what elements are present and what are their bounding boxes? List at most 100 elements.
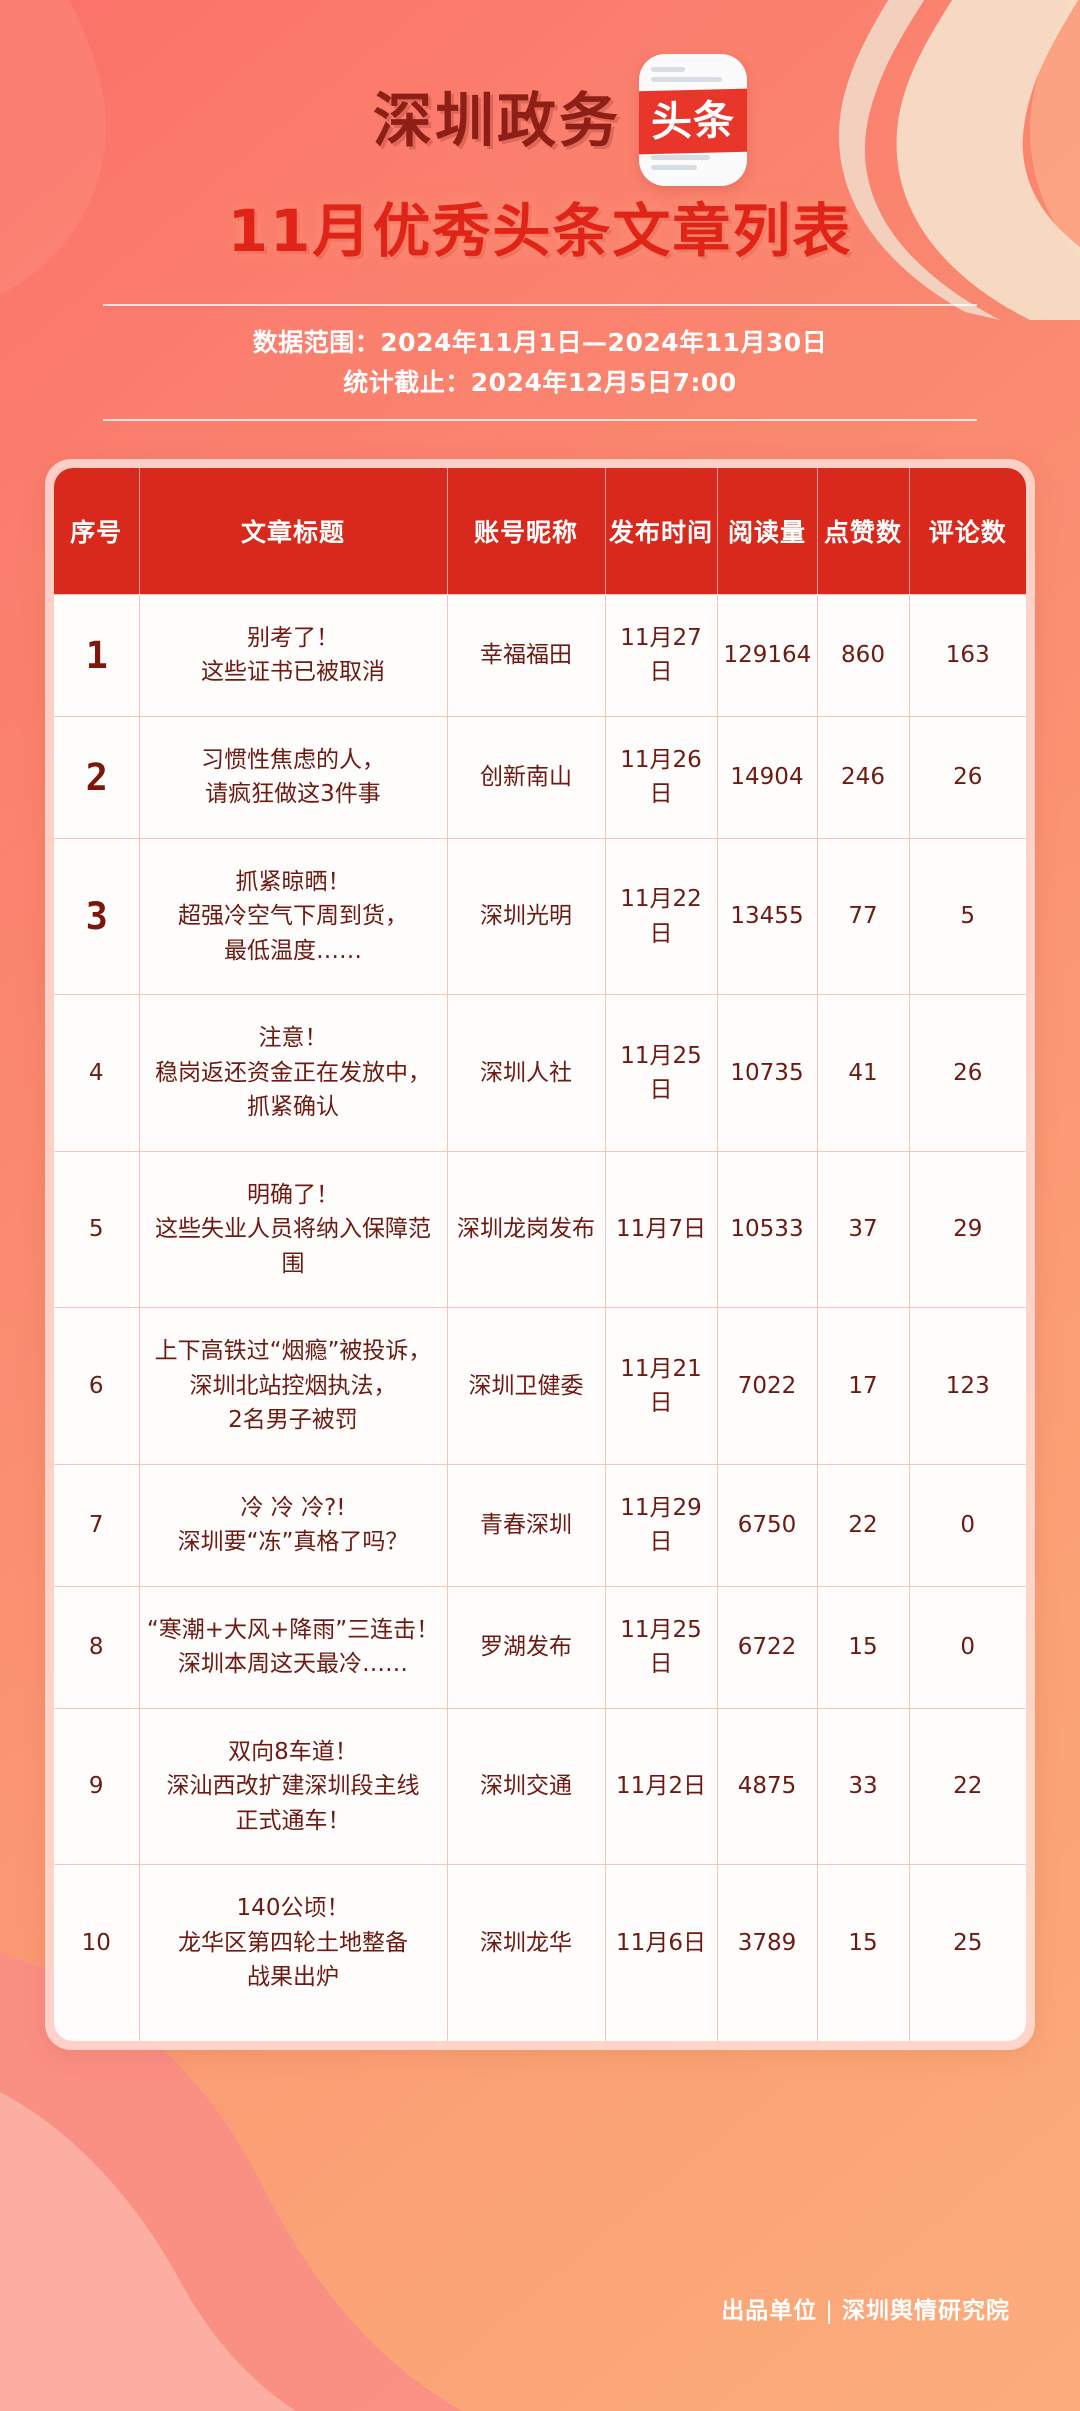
column-header-rank: 序号 xyxy=(54,467,140,595)
footer-credit: 出品单位 | 深圳舆情研究院 xyxy=(721,2291,1010,2325)
cell-reads: 13455 xyxy=(717,837,818,995)
table-header-row: 序号 文章标题 账号昵称 发布时间 阅读量 点赞数 评论数 xyxy=(54,467,1026,595)
cell-rank: 1 xyxy=(54,593,140,717)
logo-line xyxy=(651,77,723,82)
cell-date: 11月27日 xyxy=(605,593,718,717)
page-subtitle: 11月优秀头条文章列表 xyxy=(227,197,853,265)
table-body: 1 别考了！ 这些证书已被取消 幸福福田 11月27日 129164 860 163 2 习惯性焦… xyxy=(54,593,1026,2041)
cell-comments: 25 xyxy=(909,1864,1026,2041)
cell-nickname: 深圳人社 xyxy=(447,994,606,1152)
cell-date: 11月2日 xyxy=(605,1707,718,1865)
table-row: 4 注意！ 稳岗返还资金正在发放中， 抓紧确认 深圳人社 11月25日 10735 41 26 xyxy=(54,994,1026,1152)
cell-reads: 10735 xyxy=(717,994,818,1152)
blob-bottom-left-front xyxy=(0,1851,560,2411)
table-row: 9 双向8车道！ 深汕西改扩建深圳段主线 正式通车！ 深圳交通 11月2日 4875 33 22 xyxy=(54,1707,1026,1865)
cell-likes: 15 xyxy=(817,1864,910,2041)
cell-comments: 26 xyxy=(909,994,1026,1152)
cell-likes: 77 xyxy=(817,837,910,995)
cell-date: 11月21日 xyxy=(605,1307,718,1465)
cell-date: 11月25日 xyxy=(605,1585,718,1709)
cell-title: 140公顷！ 龙华区第四轮土地整备 战果出炉 xyxy=(139,1864,448,2041)
cell-reads: 6722 xyxy=(717,1585,818,1709)
cell-nickname: 创新南山 xyxy=(447,715,606,839)
cell-title: 双向8车道！ 深汕西改扩建深圳段主线 正式通车！ xyxy=(139,1707,448,1865)
logo-banner: 头条 xyxy=(639,88,747,155)
footer-separator: | xyxy=(825,2298,834,2324)
cell-title: 冷 冷 冷?! 深圳要“冻”真格了吗？ xyxy=(139,1463,448,1587)
cutoff-text: 统计截止：2024年12月5日7:00 xyxy=(343,368,737,398)
poster-header: 深圳政务 头条 11月优秀头条文章列表 xyxy=(0,0,1080,264)
table-row: 5 明确了！ 这些失业人员将纳入保障范围 深圳龙岗发布 11月7日 10533 37 29 xyxy=(54,1150,1026,1308)
cell-nickname: 深圳龙岗发布 xyxy=(447,1150,606,1308)
cell-rank: 7 xyxy=(54,1463,140,1587)
cell-date: 11月6日 xyxy=(605,1864,718,2041)
meta-block: 数据范围：2024年11月1日—2024年11月30日 统计截止：2024年12… xyxy=(0,303,1080,421)
cell-title: 抓紧晾晒！ 超强冷空气下周到货， 最低温度…… xyxy=(139,837,448,995)
cell-nickname: 幸福福田 xyxy=(447,593,606,717)
cell-reads: 7022 xyxy=(717,1307,818,1465)
cell-title: 别考了！ 这些证书已被取消 xyxy=(139,593,448,717)
table-row: 3 抓紧晾晒！ 超强冷空气下周到货， 最低温度…… 深圳光明 11月22日 13455 77 5 xyxy=(54,837,1026,995)
cell-comments: 163 xyxy=(909,593,1026,717)
logo-line xyxy=(651,155,710,160)
cell-rank: 9 xyxy=(54,1707,140,1865)
column-header-likes: 点赞数 xyxy=(817,467,910,595)
footer-org: 深圳舆情研究院 xyxy=(842,2298,1010,2324)
cell-likes: 17 xyxy=(817,1307,910,1465)
logo-line xyxy=(651,165,698,170)
cell-reads: 129164 xyxy=(717,593,818,717)
cell-nickname: 罗湖发布 xyxy=(447,1585,606,1709)
blob-top-left xyxy=(0,0,300,320)
cell-rank: 10 xyxy=(54,1864,140,2041)
logo-banner-text: 头条 xyxy=(650,95,736,147)
cell-rank: 5 xyxy=(54,1150,140,1308)
cell-date: 11月29日 xyxy=(605,1463,718,1587)
cell-rank: 3 xyxy=(54,837,140,995)
cell-likes: 860 xyxy=(817,593,910,717)
cell-title: 注意！ 稳岗返还资金正在发放中， 抓紧确认 xyxy=(139,994,448,1152)
cell-comments: 0 xyxy=(909,1585,1026,1709)
column-header-comments: 评论数 xyxy=(909,467,1026,595)
cell-likes: 15 xyxy=(817,1585,910,1709)
cell-reads: 3789 xyxy=(717,1864,818,2041)
cell-date: 11月22日 xyxy=(605,837,718,995)
cell-rank: 8 xyxy=(54,1585,140,1709)
cell-title: 习惯性焦虑的人， 请疯狂做这3件事 xyxy=(139,715,448,839)
cell-comments: 123 xyxy=(909,1307,1026,1465)
ranking-table-card: 序号 文章标题 账号昵称 发布时间 阅读量 点赞数 评论数 1 别考了！ 这些证书已… xyxy=(45,458,1035,2050)
column-header-nickname: 账号昵称 xyxy=(447,467,606,595)
column-header-reads: 阅读量 xyxy=(717,467,818,595)
wave-ribbon-middle xyxy=(700,0,1080,320)
cell-comments: 26 xyxy=(909,715,1026,839)
data-range-text: 数据范围：2024年11月1日—2024年11月30日 xyxy=(252,327,828,357)
cell-date: 11月7日 xyxy=(605,1150,718,1308)
logo-line xyxy=(651,67,685,72)
cell-likes: 246 xyxy=(817,715,910,839)
cell-likes: 22 xyxy=(817,1463,910,1587)
cell-nickname: 深圳卫健委 xyxy=(447,1307,606,1465)
column-header-title: 文章标题 xyxy=(139,467,448,595)
cell-likes: 33 xyxy=(817,1707,910,1865)
cell-nickname: 青春深圳 xyxy=(447,1463,606,1587)
cell-date: 11月26日 xyxy=(605,715,718,839)
table-row: 8 “寒潮+大风+降雨”三连击！ 深圳本周这天最冷…… 罗湖发布 11月25日 6722 1… xyxy=(54,1585,1026,1709)
cell-nickname: 深圳龙华 xyxy=(447,1864,606,2041)
footer-label: 出品单位 xyxy=(721,2298,818,2324)
cell-likes: 41 xyxy=(817,994,910,1152)
table-row: 6 上下高铁过“烟瘾”被投诉， 深圳北站控烟执法， 2名男子被罚 深圳卫健委 11月21日… xyxy=(54,1307,1026,1465)
cell-nickname: 深圳交通 xyxy=(447,1707,606,1865)
ranking-table: 序号 文章标题 账号昵称 发布时间 阅读量 点赞数 评论数 1 别考了！ 这些证书已… xyxy=(54,467,1026,2041)
cell-nickname: 深圳光明 xyxy=(447,837,606,995)
table-row: 10 140公顷！ 龙华区第四轮土地整备 战果出炉 深圳龙华 11月6日 3789 15 25 xyxy=(54,1864,1026,2041)
cell-title: 明确了！ 这些失业人员将纳入保障范围 xyxy=(139,1150,448,1308)
cell-reads: 4875 xyxy=(717,1707,818,1865)
table-row: 1 别考了！ 这些证书已被取消 幸福福田 11月27日 129164 860 163 xyxy=(54,593,1026,717)
cell-reads: 10533 xyxy=(717,1150,818,1308)
toutiao-logo-icon: 头条 xyxy=(639,54,747,186)
wave-ribbon-inner xyxy=(700,0,1080,320)
cell-reads: 14904 xyxy=(717,715,818,839)
cell-comments: 0 xyxy=(909,1463,1026,1587)
table-row: 2 习惯性焦虑的人， 请疯狂做这3件事 创新南山 11月26日 14904 246 26 xyxy=(54,715,1026,839)
cell-title: “寒潮+大风+降雨”三连击！ 深圳本周这天最冷…… xyxy=(139,1585,448,1709)
